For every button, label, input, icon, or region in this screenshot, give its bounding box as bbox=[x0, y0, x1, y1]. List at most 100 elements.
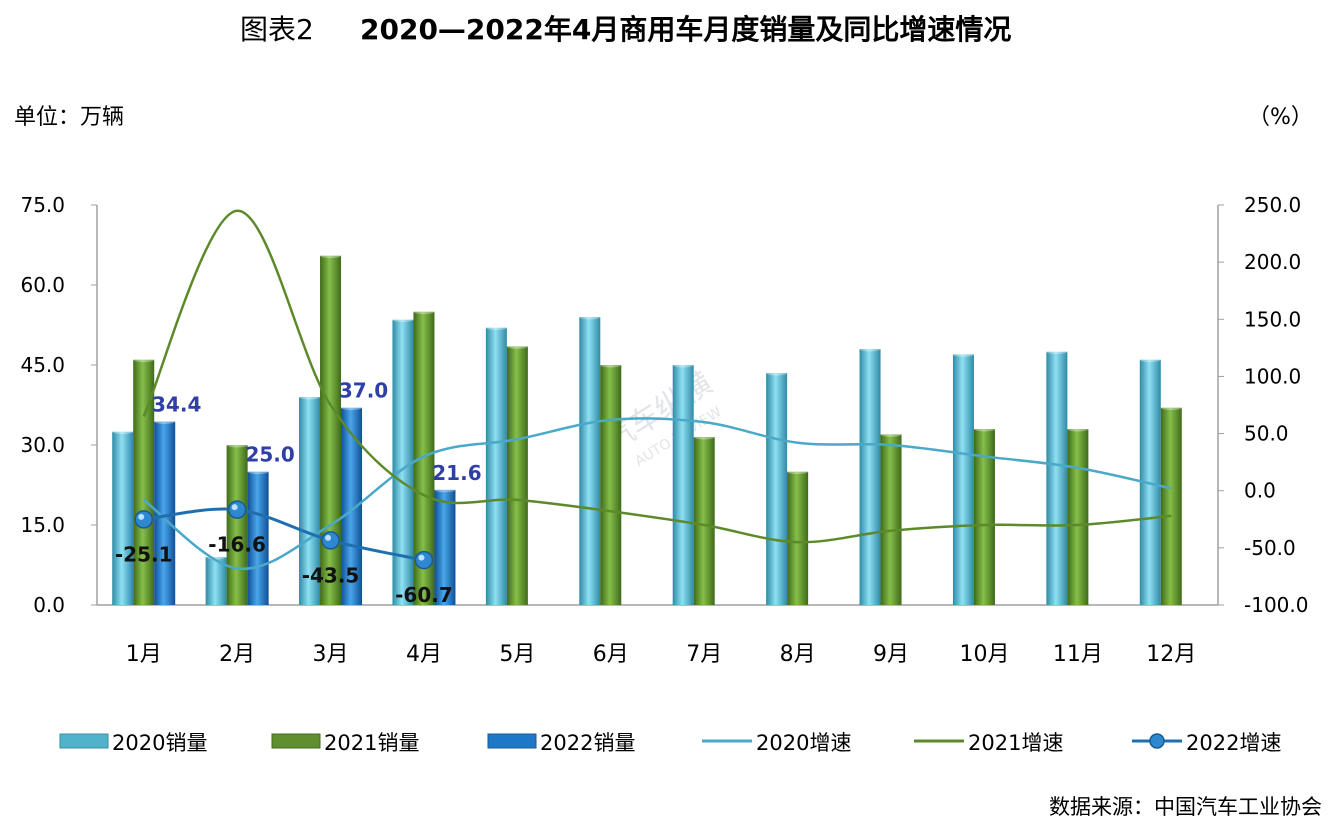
bar-2021-sales-top bbox=[413, 309, 435, 315]
category-label: 7月 bbox=[686, 642, 722, 667]
bar-2021-sales-top bbox=[880, 431, 902, 437]
chart-title: 2020—2022年4月商用车月度销量及同比增速情况 bbox=[360, 13, 1011, 46]
bar-2021-sales-top bbox=[600, 362, 622, 368]
right-tick-label: 50.0 bbox=[1244, 422, 1289, 446]
bar-2021-sales-top bbox=[693, 434, 715, 440]
bar-2021-sales-top bbox=[506, 343, 528, 349]
legend-label-2022-sales: 2022销量 bbox=[540, 731, 635, 755]
point-2022-growth bbox=[414, 550, 434, 570]
label-2022-growth: -16.6 bbox=[208, 533, 266, 557]
bar-2020-sales-top bbox=[1139, 357, 1161, 363]
legend-label-2021-growth: 2021增速 bbox=[968, 731, 1063, 755]
right-tick-label: -50.0 bbox=[1244, 536, 1296, 560]
data-labels: 34.4 25.0 37.0 21.6 -25.1 -16.6 -43.5 -60.7 bbox=[115, 379, 482, 607]
category-label: 6月 bbox=[593, 642, 629, 667]
bar-2021-sales bbox=[787, 471, 809, 605]
bar-2021-sales bbox=[1160, 407, 1182, 605]
left-axis-ticks: 0.0 15.0 30.0 45.0 60.0 75.0 bbox=[20, 193, 97, 617]
lines bbox=[134, 209, 1172, 571]
left-tick-label: 30.0 bbox=[20, 433, 65, 457]
category-label: 9月 bbox=[873, 642, 909, 667]
bar-2022-sales-top bbox=[154, 419, 176, 425]
bar-2021-sales bbox=[1067, 429, 1089, 605]
bar-2020-sales bbox=[205, 557, 227, 605]
right-tick-label: 100.0 bbox=[1244, 364, 1301, 388]
right-axis-ticks: -100.0 -50.0 0.0 50.0 100.0 150.0 200.0 250.0 bbox=[1218, 193, 1308, 617]
bar-2021-sales bbox=[880, 434, 902, 605]
bar-2022-sales-top bbox=[247, 469, 269, 475]
category-label: 3月 bbox=[313, 642, 349, 667]
bar-2020-sales-top bbox=[392, 317, 414, 323]
bar-2021-sales-top bbox=[320, 253, 342, 259]
line-2022-growth bbox=[143, 507, 425, 562]
point-2022-growth-highlight bbox=[325, 534, 332, 541]
label-2022-sales: 37.0 bbox=[339, 379, 388, 403]
left-tick-label: 15.0 bbox=[20, 513, 65, 537]
chart-title-prefix: 图表2 bbox=[240, 13, 314, 46]
right-tick-label: 250.0 bbox=[1244, 193, 1301, 217]
bar-2021-sales-top bbox=[787, 469, 809, 475]
category-label: 12月 bbox=[1146, 642, 1196, 667]
bar-2021-sales bbox=[133, 359, 155, 605]
bar-2021-sales-top bbox=[1160, 405, 1182, 411]
bar-2020-sales-top bbox=[579, 314, 601, 320]
label-2022-sales: 25.0 bbox=[245, 443, 294, 467]
bar-2020-sales bbox=[579, 317, 601, 605]
category-label: 10月 bbox=[959, 642, 1009, 667]
right-tick-label: 150.0 bbox=[1244, 307, 1301, 331]
right-tick-label: -100.0 bbox=[1244, 593, 1308, 617]
line-2020-growth bbox=[142, 417, 1172, 571]
bar-2020-sales-top bbox=[672, 362, 694, 368]
bar-2020-sales-top bbox=[766, 370, 788, 376]
left-tick-label: 75.0 bbox=[20, 193, 65, 217]
left-tick-label: 0.0 bbox=[33, 593, 65, 617]
category-label: 1月 bbox=[126, 642, 162, 667]
bar-2020-sales bbox=[766, 373, 788, 605]
bar-2021-sales-top bbox=[973, 426, 995, 432]
bar-2022-sales bbox=[434, 489, 456, 605]
label-2022-growth: -60.7 bbox=[395, 583, 453, 607]
legend-label-2022-growth: 2022增速 bbox=[1186, 731, 1281, 755]
bar-2020-sales bbox=[1046, 351, 1068, 605]
legend-label-2021-sales: 2021销量 bbox=[324, 731, 419, 755]
point-2022-growth-highlight bbox=[231, 504, 238, 511]
bar-2020-sales-top bbox=[1046, 349, 1068, 355]
bar-2020-sales bbox=[672, 365, 694, 605]
bar-2020-sales-top bbox=[299, 394, 321, 400]
bar-2021-sales bbox=[600, 365, 622, 605]
bar-2021-sales-top bbox=[226, 442, 248, 448]
bar-2020-sales bbox=[859, 349, 881, 605]
bar-2021-sales bbox=[320, 255, 342, 605]
label-2022-growth: -43.5 bbox=[302, 563, 360, 587]
bar-2020-sales bbox=[485, 327, 507, 605]
bar-2020-sales-top bbox=[952, 351, 974, 357]
bar-2020-sales bbox=[112, 431, 134, 605]
point-2022-growth-highlight bbox=[418, 554, 425, 561]
bar-2020-sales bbox=[952, 354, 974, 605]
point-2022-growth bbox=[321, 531, 340, 550]
bar-2022-sales bbox=[154, 421, 176, 605]
category-label: 2月 bbox=[219, 642, 255, 667]
bar-2020-sales bbox=[299, 397, 321, 605]
legend-swatch-2022-sales bbox=[487, 733, 537, 749]
right-tick-label: 200.0 bbox=[1244, 250, 1301, 274]
right-axis-unit: （%） bbox=[1248, 105, 1313, 130]
bar-2020-sales-top bbox=[859, 346, 881, 352]
point-2022-growth bbox=[134, 510, 153, 529]
legend-swatch-2020-sales bbox=[59, 733, 109, 749]
bar-2021-sales bbox=[226, 445, 248, 605]
bar-2022-sales-top bbox=[434, 487, 456, 493]
category-label: 8月 bbox=[780, 642, 816, 667]
legend-label-2020-sales: 2020销量 bbox=[112, 731, 207, 755]
bar-2021-sales bbox=[973, 429, 995, 605]
label-2022-sales: 21.6 bbox=[432, 461, 481, 485]
bars bbox=[112, 253, 1182, 605]
label-2022-sales: 34.4 bbox=[152, 393, 201, 417]
bar-2022-sales-top bbox=[341, 405, 363, 411]
bar-2021-sales bbox=[413, 311, 435, 605]
legend-swatch-2021-sales bbox=[271, 733, 321, 749]
bar-2020-sales bbox=[392, 319, 414, 605]
category-label: 11月 bbox=[1053, 642, 1103, 667]
bar-2020-sales-top bbox=[112, 429, 134, 435]
